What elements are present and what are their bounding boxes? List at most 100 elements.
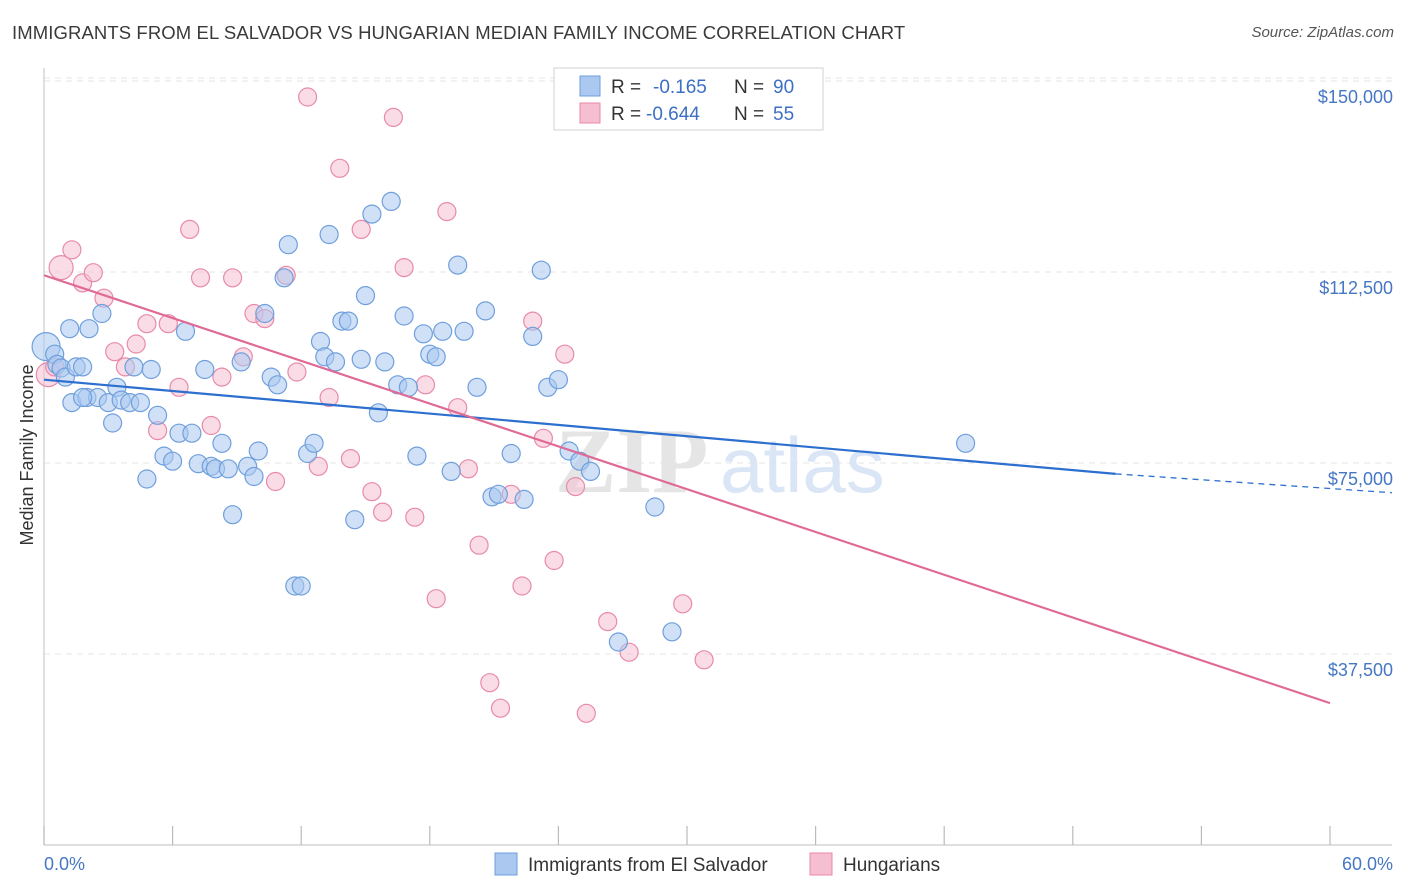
series-el-salvador-points [31, 191, 976, 652]
data-point [218, 459, 238, 479]
watermark-atlas: atlas [720, 421, 885, 509]
data-point [330, 158, 350, 178]
data-point [141, 359, 161, 380]
stats-n-value-2: 55 [773, 104, 794, 125]
data-point [268, 375, 288, 395]
data-point [437, 202, 457, 222]
data-point [223, 268, 243, 288]
data-point [608, 632, 629, 652]
data-point [394, 258, 414, 278]
data-point [362, 482, 382, 502]
data-point [555, 344, 575, 364]
data-point [469, 535, 489, 555]
data-point [83, 263, 103, 283]
data-point [124, 357, 144, 377]
data-point [201, 415, 221, 436]
data-point [413, 324, 433, 344]
data-point [381, 191, 401, 211]
data-point [662, 622, 682, 642]
data-point [62, 240, 82, 260]
data-point [180, 219, 200, 239]
data-point [248, 441, 268, 461]
data-point [426, 347, 446, 367]
data-point [955, 433, 976, 453]
y-axis-tick-labels: $37,500 $75,000 $112,500 $150,000 [1318, 87, 1393, 680]
data-point [345, 510, 365, 530]
stats-legend-box: R = -0.165 N = 90 R = -0.644 N = 55 [553, 67, 824, 131]
data-point [351, 219, 371, 239]
x-axis-ticks [43, 826, 1331, 845]
data-point [362, 204, 382, 224]
data-point [325, 352, 346, 372]
data-point [454, 321, 474, 341]
data-point [278, 235, 298, 255]
y-tick-label: $150,000 [1318, 87, 1393, 107]
data-point [375, 352, 395, 372]
data-point [694, 650, 714, 670]
x-tick-label-max: 60.0% [1342, 854, 1393, 874]
data-point [544, 550, 564, 571]
data-point [448, 255, 468, 275]
data-point [480, 673, 500, 693]
data-point [338, 311, 358, 331]
data-point [190, 268, 211, 288]
data-point [441, 461, 461, 481]
stats-r-label-1: R = [611, 77, 641, 98]
data-point [298, 87, 318, 107]
y-tick-label: $112,500 [1319, 278, 1393, 298]
legend-swatch-el-salvador [494, 852, 518, 876]
data-point [645, 497, 665, 517]
stats-swatch-pink [579, 102, 601, 124]
data-point [195, 359, 215, 380]
data-point [673, 594, 693, 614]
bottom-legend: Immigrants from El Salvador Hungarians [494, 852, 940, 876]
data-point [130, 393, 150, 413]
data-point [60, 319, 80, 339]
data-point [488, 484, 508, 504]
legend-swatch-hungarians [809, 852, 833, 876]
data-point [426, 589, 446, 609]
data-point [368, 403, 388, 423]
stats-r-value-2: -0.644 [646, 104, 700, 125]
data-point [212, 367, 232, 387]
legend-label-hungarians: Hungarians [843, 855, 940, 876]
data-point [565, 477, 586, 497]
data-point [231, 352, 251, 372]
data-point [223, 505, 243, 525]
y-tick-label: $37,500 [1328, 660, 1393, 680]
data-point [212, 433, 232, 453]
data-point [102, 413, 123, 433]
data-point [415, 375, 436, 395]
legend-label-el-salvador: Immigrants from El Salvador [528, 855, 768, 876]
data-point [148, 405, 168, 425]
stats-n-label-1: N = [734, 77, 764, 98]
data-point [598, 611, 618, 632]
data-point [137, 314, 157, 334]
data-point [308, 456, 328, 476]
trend-line-el-salvador-extension [1115, 473, 1393, 494]
data-point [501, 443, 521, 464]
data-point [405, 507, 425, 527]
data-point [580, 461, 601, 481]
data-point [79, 319, 99, 339]
data-point [514, 489, 534, 509]
data-point [137, 469, 157, 489]
data-point [355, 286, 376, 306]
data-point [373, 502, 393, 522]
data-point [48, 255, 74, 281]
series-hungarians-points [35, 87, 714, 723]
data-point [72, 387, 93, 408]
data-point [265, 471, 286, 492]
data-point [512, 576, 532, 596]
data-point [182, 423, 202, 443]
data-point [169, 377, 189, 397]
trend-lines [43, 274, 1393, 705]
data-point [72, 357, 93, 377]
stats-r-label-2: R = [611, 104, 641, 125]
data-point [163, 451, 183, 471]
data-point [340, 449, 361, 469]
data-point [475, 301, 496, 321]
data-point [319, 224, 339, 245]
data-point [255, 303, 275, 324]
